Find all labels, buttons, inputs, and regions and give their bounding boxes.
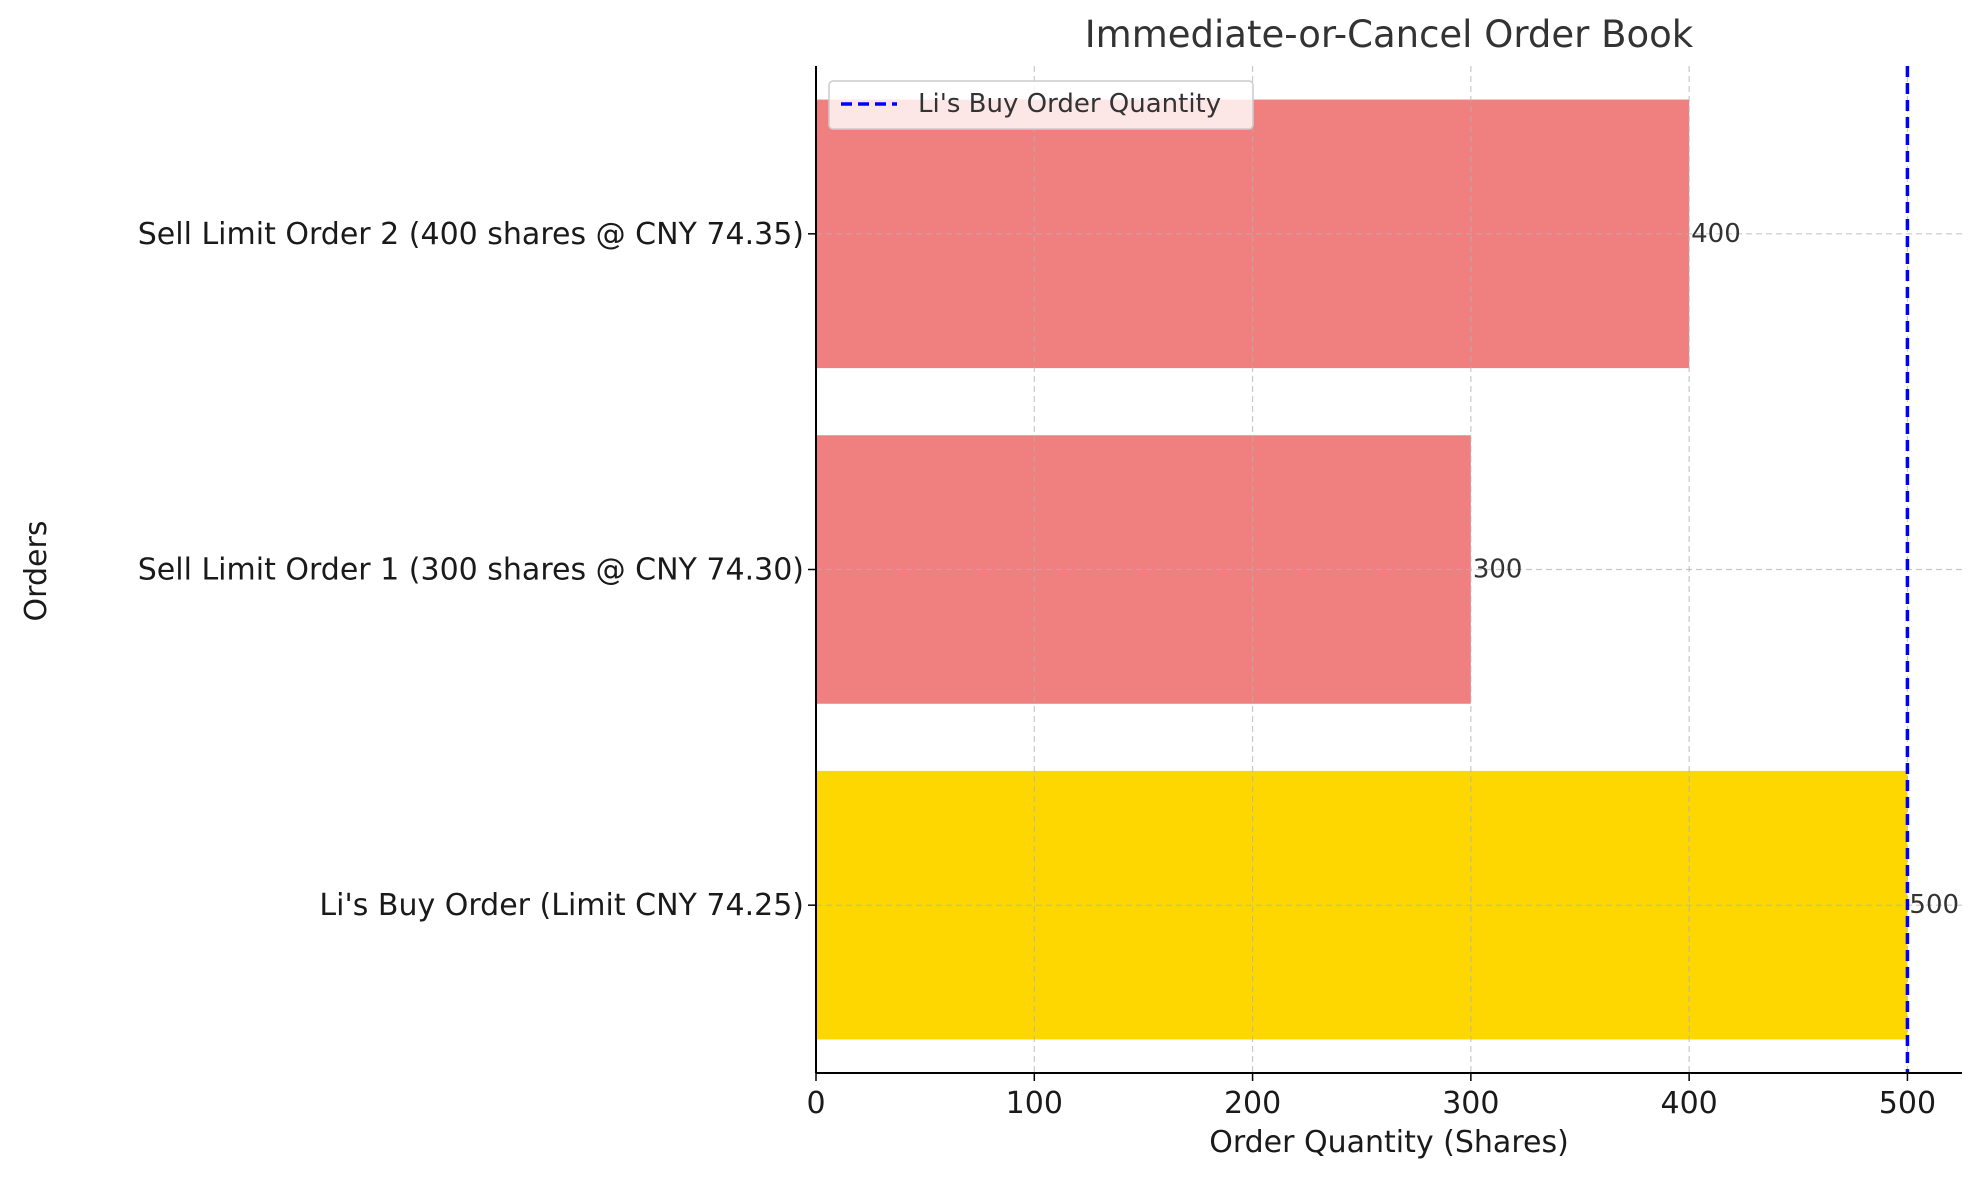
chart-title: Immediate-or-Cancel Order Book: [1085, 13, 1694, 56]
x-tick-label-5: 500: [1879, 1086, 1936, 1121]
data-label-1: 300: [1473, 555, 1523, 585]
legend: Li's Buy Order Quantity: [828, 80, 1254, 130]
x-tick-label-4: 400: [1661, 1086, 1718, 1121]
x-tick-label-1: 100: [1006, 1086, 1063, 1121]
axis-layer: 0 100 200 300 400 500 Li's Buy Order (Limit CN…: [138, 66, 1962, 1121]
x-tick-label-3: 300: [1442, 1086, 1499, 1121]
grid-layer: [816, 66, 1962, 1073]
data-label-layer: 500 300 400: [1473, 219, 1959, 920]
y-tick-label-2: Sell Limit Order 2 (400 shares @ CNY 74.…: [138, 217, 804, 252]
y-axis-title: Orders: [19, 521, 54, 622]
x-tick-label-2: 200: [1224, 1086, 1281, 1121]
y-tick-label-1: Sell Limit Order 1 (300 shares @ CNY 74.…: [138, 553, 804, 588]
data-label-2: 400: [1691, 219, 1741, 249]
y-tick-label-0: Li's Buy Order (Limit CNY 74.25): [319, 888, 804, 923]
data-label-0: 500: [1909, 890, 1959, 920]
x-tick-label-0: 0: [806, 1086, 825, 1121]
bar-1: [816, 435, 1471, 704]
legend-label: Li's Buy Order Quantity: [918, 89, 1221, 119]
x-axis-title: Order Quantity (Shares): [1209, 1125, 1569, 1160]
legend-box: [828, 80, 1254, 130]
